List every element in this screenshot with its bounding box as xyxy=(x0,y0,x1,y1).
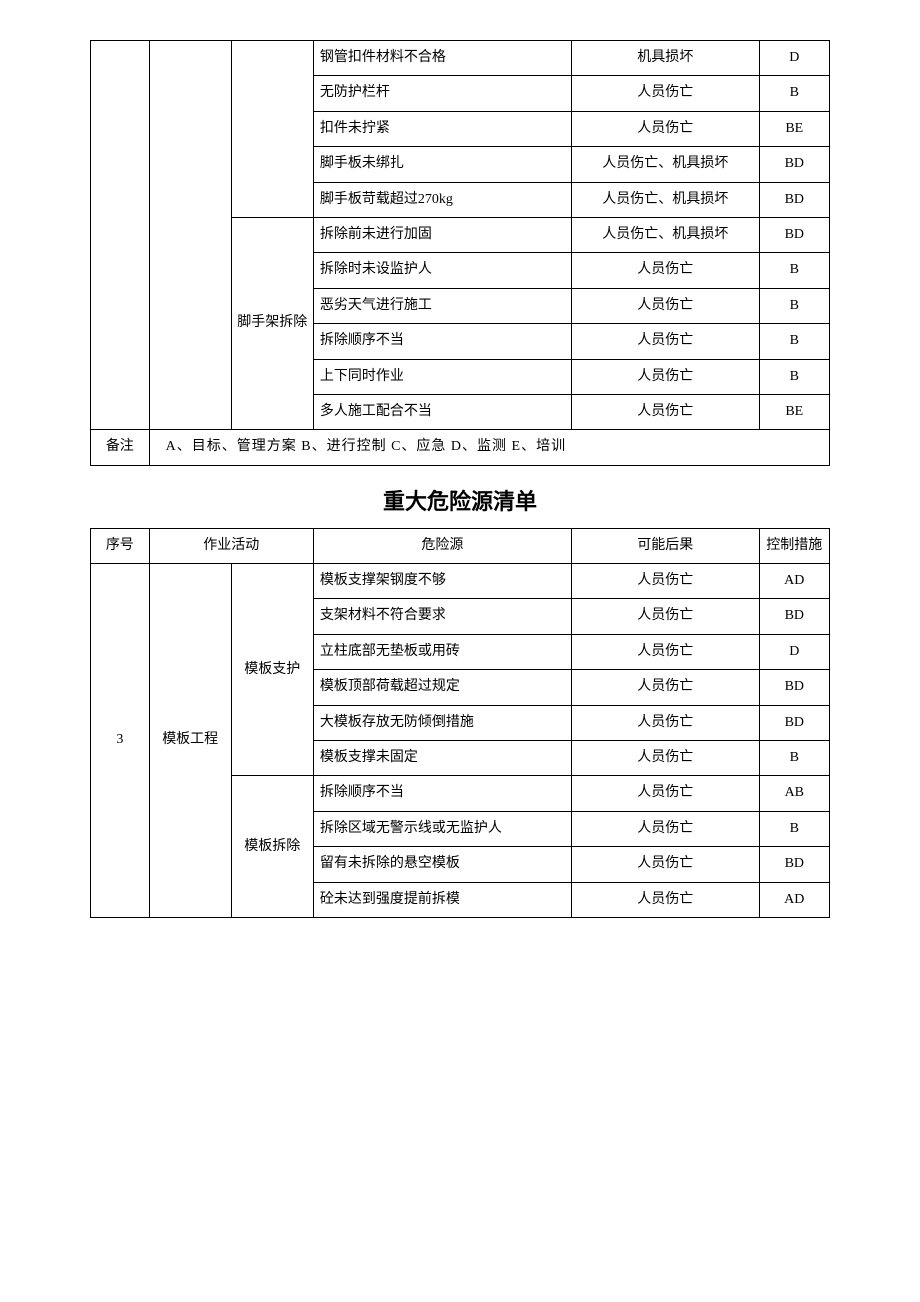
hazard-cell: 脚手板未绑扎 xyxy=(313,147,571,182)
hazard-cell: 上下同时作业 xyxy=(313,359,571,394)
measure-cell: B xyxy=(759,359,829,394)
consequence-cell: 人员伤亡、机具损坏 xyxy=(571,217,759,252)
consequence-cell: 人员伤亡 xyxy=(571,811,759,846)
measure-cell: BD xyxy=(759,847,829,882)
hazard-cell: 模板支撑未固定 xyxy=(313,741,571,776)
measure-cell: BD xyxy=(759,705,829,740)
hazard-cell: 支架材料不符合要求 xyxy=(313,599,571,634)
header-seq: 序号 xyxy=(91,528,150,563)
consequence-cell: 人员伤亡 xyxy=(571,599,759,634)
consequence-cell: 人员伤亡 xyxy=(571,776,759,811)
consequence-cell: 人员伤亡 xyxy=(571,253,759,288)
header-hazard: 危险源 xyxy=(313,528,571,563)
header-row: 序号 作业活动 危险源 可能后果 控制措施 xyxy=(91,528,830,563)
measure-cell: B xyxy=(759,288,829,323)
hazard-cell: 砼未达到强度提前拆模 xyxy=(313,882,571,917)
measure-cell: D xyxy=(759,634,829,669)
measure-cell: AD xyxy=(759,882,829,917)
consequence-cell: 人员伤亡 xyxy=(571,76,759,111)
measure-cell: BE xyxy=(759,111,829,146)
hazard-cell: 脚手板苛载超过270kg xyxy=(313,182,571,217)
table-row: 钢管扣件材料不合格 机具损坏 D xyxy=(91,41,830,76)
consequence-cell: 人员伤亡、机具损坏 xyxy=(571,147,759,182)
section-title: 重大危险源清单 xyxy=(90,484,830,516)
activity-main: 模板工程 xyxy=(149,564,231,918)
hazard-cell: 拆除前未进行加固 xyxy=(313,217,571,252)
hazard-cell: 恶劣天气进行施工 xyxy=(313,288,571,323)
hazard-cell: 多人施工配合不当 xyxy=(313,394,571,429)
consequence-cell: 人员伤亡 xyxy=(571,394,759,429)
consequence-cell: 人员伤亡 xyxy=(571,634,759,669)
sub1-label: 模板支护 xyxy=(231,564,313,776)
consequence-cell: 人员伤亡 xyxy=(571,847,759,882)
measure-cell: AD xyxy=(759,564,829,599)
seq-cell: 3 xyxy=(91,564,150,918)
measure-cell: BD xyxy=(759,182,829,217)
consequence-cell: 人员伤亡 xyxy=(571,324,759,359)
consequence-cell: 人员伤亡、机具损坏 xyxy=(571,182,759,217)
hazard-cell: 模板支撑架钢度不够 xyxy=(313,564,571,599)
table-row: 3 模板工程 模板支护 模板支撑架钢度不够 人员伤亡 AD xyxy=(91,564,830,599)
measure-cell: AB xyxy=(759,776,829,811)
measure-cell: BE xyxy=(759,394,829,429)
group1-label xyxy=(231,41,313,218)
measure-cell: BD xyxy=(759,599,829,634)
consequence-cell: 人员伤亡 xyxy=(571,564,759,599)
consequence-cell: 人员伤亡 xyxy=(571,111,759,146)
hazard-cell: 留有未拆除的悬空模板 xyxy=(313,847,571,882)
consequence-cell: 人员伤亡 xyxy=(571,741,759,776)
group2-label: 脚手架拆除 xyxy=(231,217,313,429)
measure-cell: D xyxy=(759,41,829,76)
hazard-cell: 拆除时未设监护人 xyxy=(313,253,571,288)
col-blank-2 xyxy=(149,41,231,430)
measure-cell: BD xyxy=(759,670,829,705)
measure-cell: B xyxy=(759,741,829,776)
measure-cell: B xyxy=(759,253,829,288)
col-blank-1 xyxy=(91,41,150,430)
measure-cell: BD xyxy=(759,147,829,182)
hazard-cell: 拆除顺序不当 xyxy=(313,776,571,811)
header-activity: 作业活动 xyxy=(149,528,313,563)
consequence-cell: 人员伤亡 xyxy=(571,359,759,394)
hazard-cell: 立柱底部无垫板或用砖 xyxy=(313,634,571,669)
measure-cell: B xyxy=(759,811,829,846)
note-row: 备注 A、目标、管理方案 B、进行控制 C、应急 D、监测 E、培训 xyxy=(91,430,830,465)
hazard-cell: 拆除区域无警示线或无监护人 xyxy=(313,811,571,846)
hazard-cell: 钢管扣件材料不合格 xyxy=(313,41,571,76)
measure-cell: BD xyxy=(759,217,829,252)
consequence-cell: 人员伤亡 xyxy=(571,882,759,917)
hazard-cell: 拆除顺序不当 xyxy=(313,324,571,359)
hazard-cell: 模板顶部荷载超过规定 xyxy=(313,670,571,705)
hazard-table-1: 钢管扣件材料不合格 机具损坏 D 无防护栏杆 人员伤亡 B 扣件未拧紧 人员伤亡… xyxy=(90,40,830,466)
consequence-cell: 人员伤亡 xyxy=(571,705,759,740)
note-label: 备注 xyxy=(91,430,150,465)
consequence-cell: 人员伤亡 xyxy=(571,288,759,323)
header-measure: 控制措施 xyxy=(759,528,829,563)
measure-cell: B xyxy=(759,324,829,359)
hazard-cell: 无防护栏杆 xyxy=(313,76,571,111)
consequence-cell: 机具损坏 xyxy=(571,41,759,76)
note-text: A、目标、管理方案 B、进行控制 C、应急 D、监测 E、培训 xyxy=(149,430,829,465)
hazard-cell: 大模板存放无防倾倒措施 xyxy=(313,705,571,740)
hazard-table-2: 序号 作业活动 危险源 可能后果 控制措施 3 模板工程 模板支护 模板支撑架钢… xyxy=(90,528,830,918)
sub2-label: 模板拆除 xyxy=(231,776,313,918)
consequence-cell: 人员伤亡 xyxy=(571,670,759,705)
hazard-cell: 扣件未拧紧 xyxy=(313,111,571,146)
header-consequence: 可能后果 xyxy=(571,528,759,563)
measure-cell: B xyxy=(759,76,829,111)
